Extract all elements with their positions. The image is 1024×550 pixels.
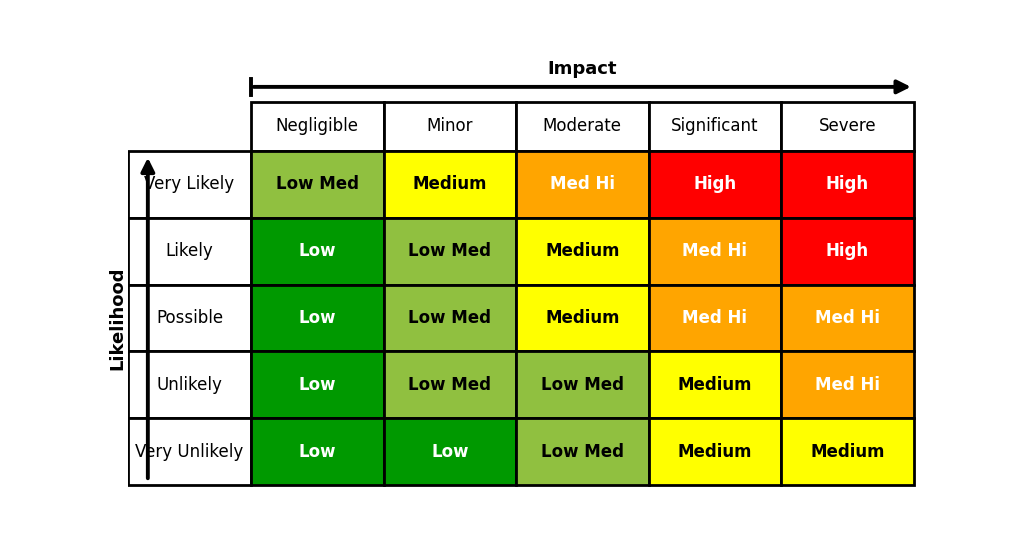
Text: Medium: Medium [810,443,885,461]
Text: Low Med: Low Med [409,242,492,260]
Bar [516,419,648,485]
Bar [384,419,516,485]
Bar [781,351,913,419]
Bar [648,218,781,284]
Text: Low Med: Low Med [541,376,624,394]
Bar [648,419,781,485]
Bar [781,419,913,485]
Bar [516,218,648,284]
Bar [781,218,913,284]
Bar [251,102,384,151]
Text: Low Med: Low Med [409,376,492,394]
Bar [648,151,781,218]
Text: Medium: Medium [678,443,752,461]
Bar [516,351,648,419]
Text: Very Unlikely: Very Unlikely [135,443,244,461]
Text: Med Hi: Med Hi [682,242,748,260]
Bar [648,351,781,419]
Text: Likelihood: Likelihood [109,266,127,370]
Text: Low Med: Low Med [275,175,358,193]
Text: Low Med: Low Med [541,443,624,461]
Bar [128,419,251,485]
Text: Medium: Medium [413,175,487,193]
Bar [781,151,913,218]
Text: Low: Low [299,443,336,461]
Bar [251,151,384,218]
Text: High: High [693,175,736,193]
Bar [384,284,516,351]
Bar [251,218,384,284]
Bar [516,284,648,351]
Bar [128,151,251,218]
Bar [128,218,251,284]
Bar [384,218,516,284]
Text: Low: Low [299,309,336,327]
Text: Low Med: Low Med [409,309,492,327]
Text: Med Hi: Med Hi [682,309,748,327]
Bar [251,351,384,419]
Text: Low: Low [299,376,336,394]
Text: Med Hi: Med Hi [550,175,614,193]
Text: Medium: Medium [545,242,620,260]
Text: Minor: Minor [427,117,473,135]
Bar [384,351,516,419]
Text: Likely: Likely [166,242,213,260]
Text: Moderate: Moderate [543,117,622,135]
Bar [781,102,913,151]
Text: Impact: Impact [548,60,617,79]
Bar [128,351,251,419]
Text: Medium: Medium [545,309,620,327]
Text: Severe: Severe [818,117,877,135]
Text: Low: Low [299,242,336,260]
Bar [251,419,384,485]
Bar [648,284,781,351]
Text: Negligible: Negligible [275,117,358,135]
Text: Very Likely: Very Likely [144,175,234,193]
Bar [516,102,648,151]
Bar [384,151,516,218]
Bar [251,284,384,351]
Bar [384,102,516,151]
Bar [128,284,251,351]
Text: Possible: Possible [156,309,223,327]
Text: High: High [825,242,869,260]
Text: Unlikely: Unlikely [157,376,222,394]
Bar [516,151,648,218]
Bar [648,102,781,151]
Text: Med Hi: Med Hi [815,376,880,394]
Text: Significant: Significant [671,117,759,135]
Bar [781,284,913,351]
Text: High: High [825,175,869,193]
Text: Low: Low [431,443,469,461]
Text: Med Hi: Med Hi [815,309,880,327]
Text: Medium: Medium [678,376,752,394]
